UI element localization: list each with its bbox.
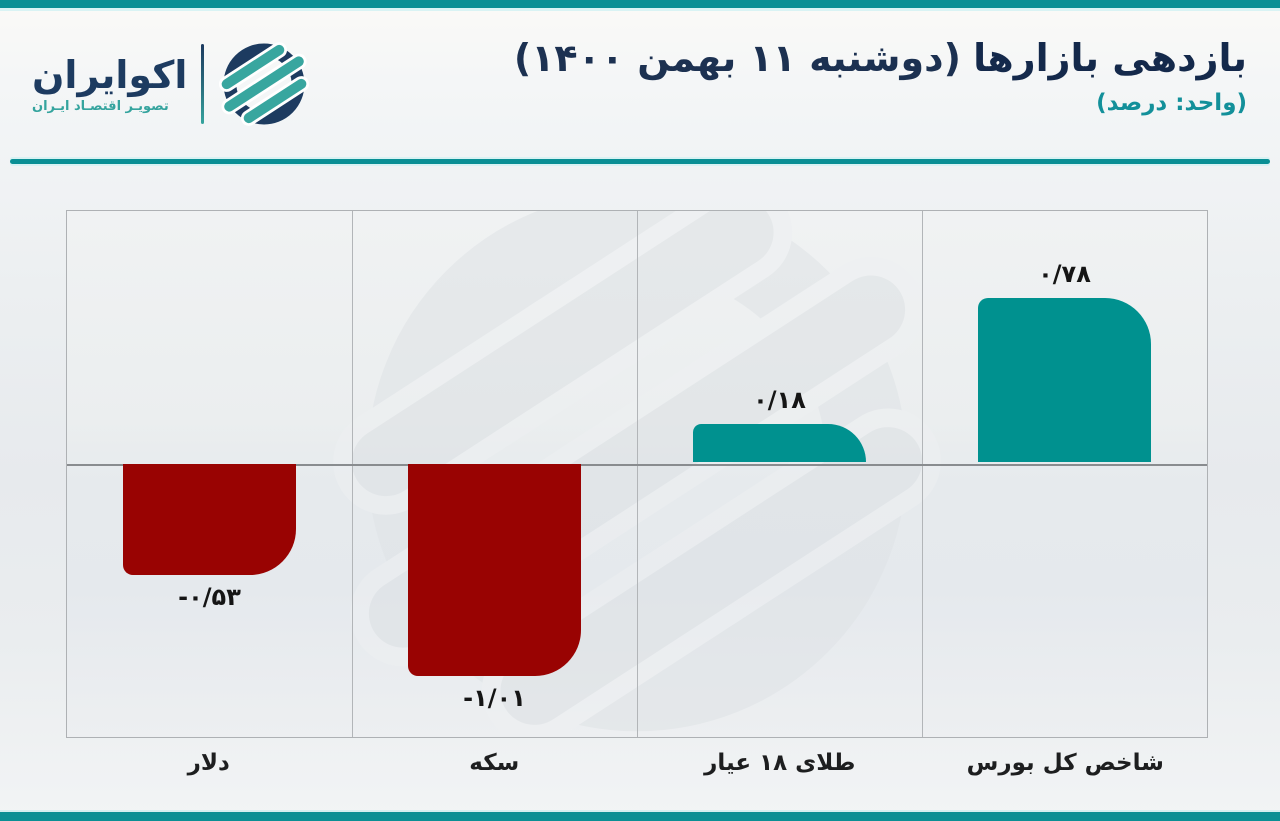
chart-columns: ۰/۷۸ ۰/۱۸ -۱/۰۱ -۰/۵۳ — [67, 211, 1207, 737]
bottom-accent-strip — [0, 812, 1280, 821]
page-title: بازدهی بازارها (دوشنبه ۱۱ بهمن ۱۴۰۰) — [514, 36, 1247, 82]
header-divider-line — [10, 159, 1270, 164]
top-accent-strip — [0, 0, 1280, 8]
chart-column: -۰/۵۳ — [67, 211, 352, 737]
bar — [122, 464, 297, 575]
top-accent-glow — [0, 8, 1280, 11]
bar-value-label: -۱/۰۱ — [463, 684, 526, 712]
bar-chart: ۰/۷۸ ۰/۱۸ -۱/۰۱ -۰/۵۳ — [66, 210, 1208, 738]
brand-logo: اکوایران تصویـر اقتصـاد ایـران — [32, 38, 310, 130]
unit-note: (واحد: درصد) — [1096, 89, 1247, 116]
ecoiran-logo-icon — [219, 42, 310, 126]
bottom-accent-glow — [0, 810, 1280, 812]
bar — [692, 424, 867, 462]
chart-column: ۰/۷۸ — [922, 211, 1207, 737]
category-axis: شاخص کل بورس طلای ۱۸ عیار سکه دلار — [66, 750, 1208, 776]
header: اکوایران تصویـر اقتصـاد ایـران بازدهی با… — [0, 8, 1280, 160]
brand-tagline: تصویـر اقتصـاد ایـران — [32, 98, 169, 114]
bar — [977, 298, 1152, 462]
bar-value-label: ۰/۱۸ — [753, 386, 806, 414]
brand-divider — [201, 44, 205, 124]
chart-column: ۰/۱۸ — [637, 211, 922, 737]
title-block: بازدهی بازارها (دوشنبه ۱۱ بهمن ۱۴۰۰) (وا… — [514, 36, 1247, 116]
gridline — [922, 211, 923, 737]
category-label: شاخص کل بورس — [966, 750, 1164, 776]
brand-name: اکوایران — [32, 53, 188, 98]
gridline — [352, 211, 353, 737]
bar-value-label: -۰/۵۳ — [178, 583, 241, 611]
category-label: طلای ۱۸ عیار — [704, 750, 856, 776]
brand-text: اکوایران تصویـر اقتصـاد ایـران — [32, 53, 188, 114]
category-label: سکه — [469, 750, 520, 776]
chart-column: -۱/۰۱ — [352, 211, 637, 737]
bar-value-label: ۰/۷۸ — [1038, 260, 1091, 288]
bar — [407, 464, 582, 676]
zero-baseline — [67, 464, 1207, 466]
gridline — [637, 211, 638, 737]
category-label: دلار — [187, 750, 230, 776]
title-date: (دوشنبه ۱۱ بهمن ۱۴۰۰) — [513, 36, 962, 80]
title-main: بازدهی بازارها — [973, 36, 1247, 80]
